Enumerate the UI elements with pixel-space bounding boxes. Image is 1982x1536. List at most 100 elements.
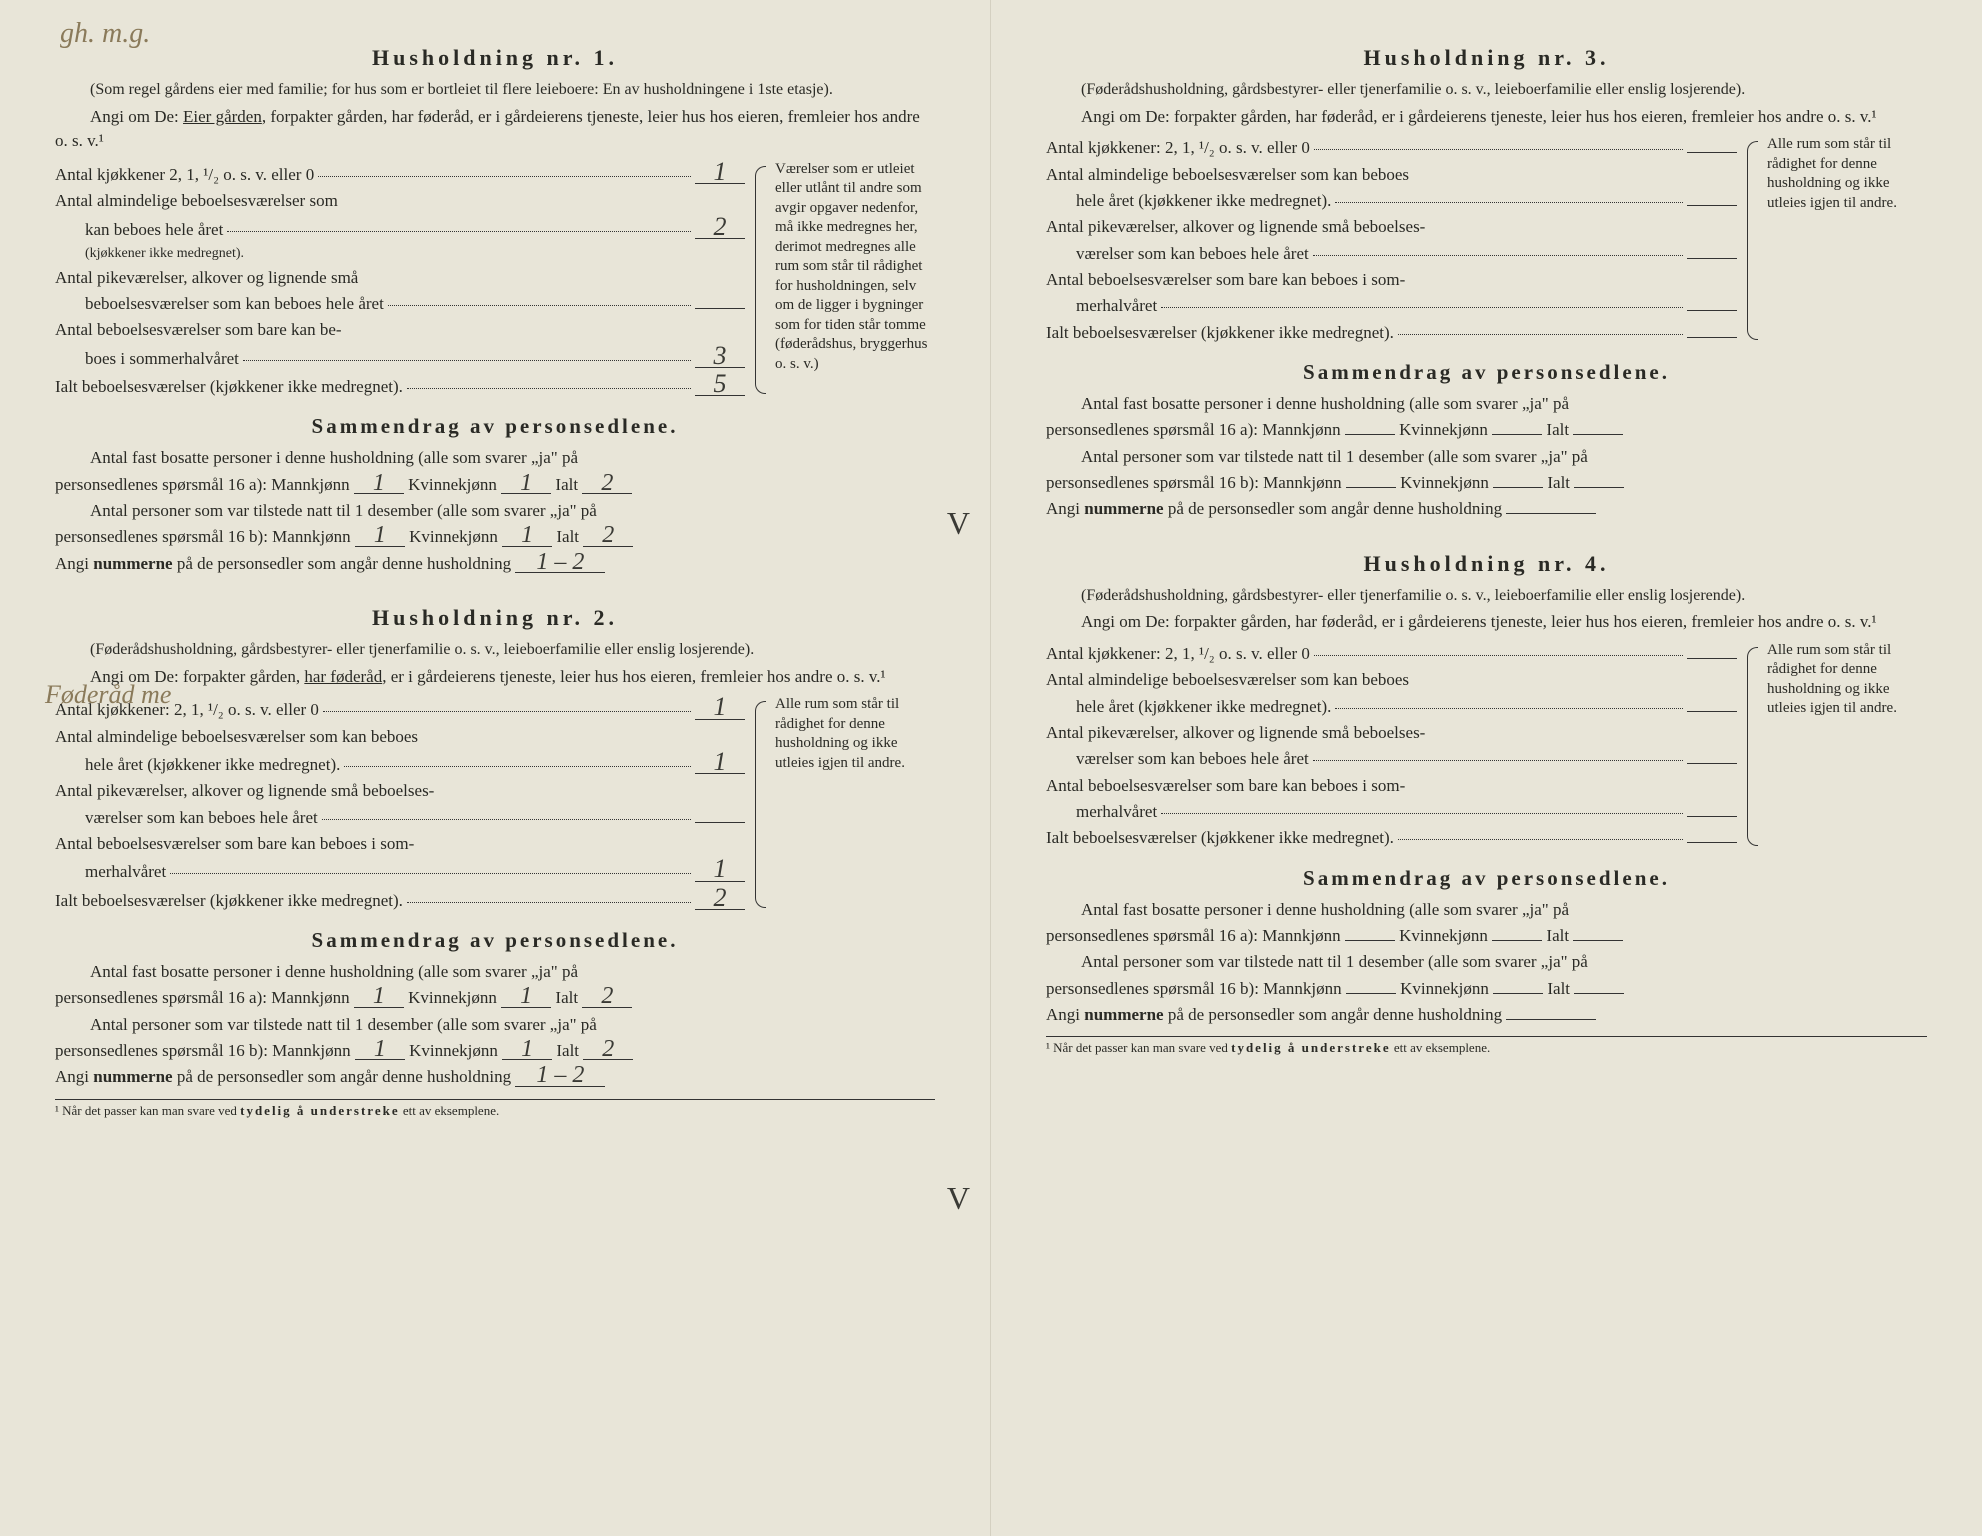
hh4-l1-val [1687,658,1737,659]
hh4-bracket-note: Alle rum som står til rådighet for denne… [1767,641,1927,852]
hh3-sum1-k [1492,434,1542,435]
hh1-sum1-k: 1 [501,474,551,494]
hh3-lines: Antal kjøkkener: 2, 1, ¹/₂ o. s. v. elle… [1046,135,1737,346]
hh4-l2b: hele året (kjøkkener ikke medregnet). [1076,694,1331,720]
hh3-angi-num-pre: Angi [1046,499,1084,518]
hh1-angi-num-bold: nummerne [93,554,172,573]
hh1-sum2-m: 1 [355,526,405,546]
hh3-l4a: Antal beboelsesværelser som bare kan beb… [1046,267,1405,293]
hh4-angi: Angi om De: forpakter gården, har føderå… [1046,610,1927,635]
hh1-sum-title: Sammendrag av personsedlene. [55,414,935,439]
hh1-title: Husholdning nr. 1. [55,45,935,71]
hh4-angi-num-bold: nummerne [1084,1005,1163,1024]
hh1-angi: Angi om De: Eier gården, forpakter gårde… [55,105,935,154]
hh1-sum1-m: 1 [354,474,404,494]
hh4-angi-num-post: på de personsedler som angår denne husho… [1164,1005,1503,1024]
hh1-bracket-note: Værelser som er utleiet eller utlånt til… [775,160,935,400]
hh3-l3b: værelser som kan beboes hele året [1076,241,1309,267]
hh4-angi-num-pre: Angi [1046,1005,1084,1024]
household-1: Husholdning nr. 1. (Som regel gårdens ei… [55,45,935,577]
hh3-sum1a: Antal fast bosatte personer i denne hush… [1046,391,1927,417]
hh2-l5: Ialt beboelsesværelser (kjøkkener ikke m… [55,888,403,914]
hh3-sum1b: personsedlenes spørsmål 16 a): Mannkjønn… [1046,417,1927,443]
hh4-l3a: Antal pikeværelser, alkover og lignende … [1046,720,1425,746]
hh1-angi-num-post: på de personsedler som angår denne husho… [173,554,512,573]
hh3-angi-num-val [1506,513,1596,514]
hh1-sum2-k: 1 [502,526,552,546]
hh3-sum1-t-label: Ialt [1546,420,1569,439]
hh2-angi-num-val: 1 – 2 [515,1066,605,1086]
hh2-sum1-k: 1 [501,987,551,1007]
hh3-l2-val [1687,205,1737,206]
hh2-angi-post: , er i gårdeierens tjeneste, leier hus h… [382,667,885,686]
bracket-2 [755,695,765,914]
bracket-4 [1747,641,1757,852]
hh3-l4b: merhalvåret [1076,293,1157,319]
hh2-title: Husholdning nr. 2. [55,605,935,631]
hh4-title: Husholdning nr. 4. [1046,551,1927,577]
bracket [755,160,765,400]
footnote-left: ¹ Når det passer kan man svare ved tydel… [55,1099,935,1119]
hh3-note: (Føderådshusholdning, gårdsbestyrer- ell… [1046,79,1927,101]
household-2: Husholdning nr. 2. (Føderådshusholdning,… [55,605,935,1119]
household-3: Husholdning nr. 3. (Føderådshusholdning,… [1046,45,1927,523]
hh3-l3-val [1687,258,1737,259]
hh4-sum2-t [1574,993,1624,994]
hh2-l2b: hele året (kjøkkener ikke medregnet). [85,752,340,778]
hh3-l5: Ialt beboelsesværelser (kjøkkener ikke m… [1046,320,1394,346]
hh4-sum2b: personsedlenes spørsmål 16 b): Mannkjønn… [1046,976,1927,1002]
hh3-angi-num: Angi nummerne på de personsedler som ang… [1046,496,1927,522]
hh1-l3a: Antal pikeværelser, alkover og lignende … [55,265,358,291]
footnote-left-pre: ¹ Når det passer kan man svare ved [55,1103,240,1118]
hh2-lines: Antal kjøkkener: 2, 1, ¹/₂ o. s. v. elle… [55,695,745,914]
hh2-bracket-note: Alle rum som står til rådighet for denne… [775,695,935,914]
hh3-sum-title: Sammendrag av personsedlene. [1046,360,1927,385]
hh3-l3a: Antal pikeværelser, alkover og lignende … [1046,214,1425,240]
hh4-sum2-t-label: Ialt [1547,979,1570,998]
hh4-angi-num: Angi nummerne på de personsedler som ang… [1046,1002,1927,1028]
hh3-l1-val [1687,152,1737,153]
hh2-sum2-t-label: Ialt [556,1041,579,1060]
hh4-l1: Antal kjøkkener: 2, 1, ¹/₂ o. s. v. elle… [1046,641,1310,667]
hh2-angi: Angi om De: forpakter gården, har føderå… [55,665,935,690]
hh2-sum1-t-label: Ialt [555,988,578,1007]
hh3-sum2-k-label: Kvinnekjønn [1400,473,1489,492]
hh2-sum2-t: 2 [583,1040,633,1060]
hh2-angi-num: Angi nummerne på de personsedler som ang… [55,1064,935,1090]
hh2-sum-title: Sammendrag av personsedlene. [55,928,935,953]
hh2-l2a: Antal almindelige beboelsesværelser som … [55,724,418,750]
hh2-angi-num-pre: Angi [55,1067,93,1086]
hh2-lines-block: Antal kjøkkener: 2, 1, ¹/₂ o. s. v. elle… [55,695,935,914]
hh1-sum1-t: 2 [582,474,632,494]
hh3-l5-val [1687,337,1737,338]
hh3-sum2-t-label: Ialt [1547,473,1570,492]
hh4-l2a: Antal almindelige beboelsesværelser som … [1046,667,1409,693]
hh1-l2b: kan beboes hele året [85,217,223,243]
hh4-sum2b-label: personsedlenes spørsmål 16 b): Mannkjønn [1046,979,1342,998]
hh2-sum2b-label: personsedlenes spørsmål 16 b): Mannkjønn [55,1041,351,1060]
footnote-right: ¹ Når det passer kan man svare ved tydel… [1046,1036,1927,1056]
hh4-sum2-m [1346,993,1396,994]
hh1-angi-underlined: Eier gården [183,107,262,126]
hh3-l1: Antal kjøkkener: 2, 1, ¹/₂ o. s. v. elle… [1046,135,1310,161]
hh3-l4-val [1687,310,1737,311]
hh1-l2-val: 2 [695,215,745,239]
left-page: gh. m.g. Husholdning nr. 1. (Som regel g… [0,0,991,1536]
pencil-annotation-top: gh. m.g. [60,18,150,50]
hh3-angi-num-bold: nummerne [1084,499,1163,518]
hh3-bracket-note: Alle rum som står til rådighet for denne… [1767,135,1927,346]
hh2-l3b: værelser som kan beboes hele året [85,805,318,831]
hh2-sum1-t: 2 [582,987,632,1007]
hh2-sum1-k-label: Kvinnekjønn [408,988,497,1007]
hh1-sum2a: Antal personer som var tilstede natt til… [55,498,935,524]
hh2-sum2-m: 1 [355,1040,405,1060]
hh1-sum1b-label: personsedlenes spørsmål 16 a): Mannkjønn [55,475,350,494]
hh3-sum2b-label: personsedlenes spørsmål 16 b): Mannkjønn [1046,473,1342,492]
hh1-sum2b: personsedlenes spørsmål 16 b): Mannkjønn… [55,524,935,550]
hh4-l3b: værelser som kan beboes hele året [1076,746,1309,772]
hh4-angi-num-val [1506,1019,1596,1020]
hh1-l2-sub: (kjøkkener ikke medregnet). [85,243,244,265]
hh3-sum2b: personsedlenes spørsmål 16 b): Mannkjønn… [1046,470,1927,496]
hh3-sum1b-label: personsedlenes spørsmål 16 a): Mannkjønn [1046,420,1341,439]
hh4-lines-block: Antal kjøkkener: 2, 1, ¹/₂ o. s. v. elle… [1046,641,1927,852]
